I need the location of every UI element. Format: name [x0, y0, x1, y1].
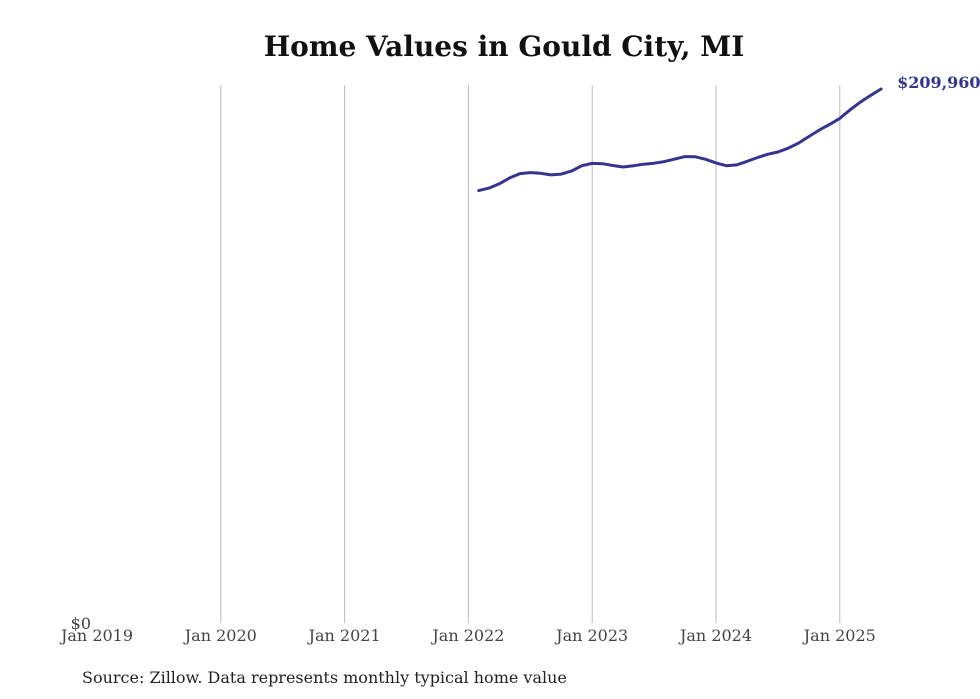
series-line	[477, 87, 883, 193]
x-tick-label: Jan 2022	[430, 626, 504, 645]
x-tick-label: Jan 2019	[59, 626, 133, 645]
x-tick-label: Jan 2023	[554, 626, 628, 645]
x-tick-label: Jan 2025	[802, 626, 876, 645]
axis-ticks: Jan 2019 Jan 2020 Jan 2021 Jan 2022 Jan 2023…	[59, 614, 876, 645]
x-tick-label: Jan 2024	[678, 626, 752, 645]
y-tick-label: $0	[71, 614, 91, 633]
grid-lines	[220, 85, 841, 623]
chart-title: Home Values in Gould City, MI	[263, 30, 745, 63]
chart-source-note: Source: Zillow. Data represents monthly …	[82, 668, 567, 687]
end-value-label: $209,960	[897, 73, 980, 92]
x-tick-label: Jan 2021	[307, 626, 381, 645]
x-tick-label: Jan 2020	[183, 626, 257, 645]
